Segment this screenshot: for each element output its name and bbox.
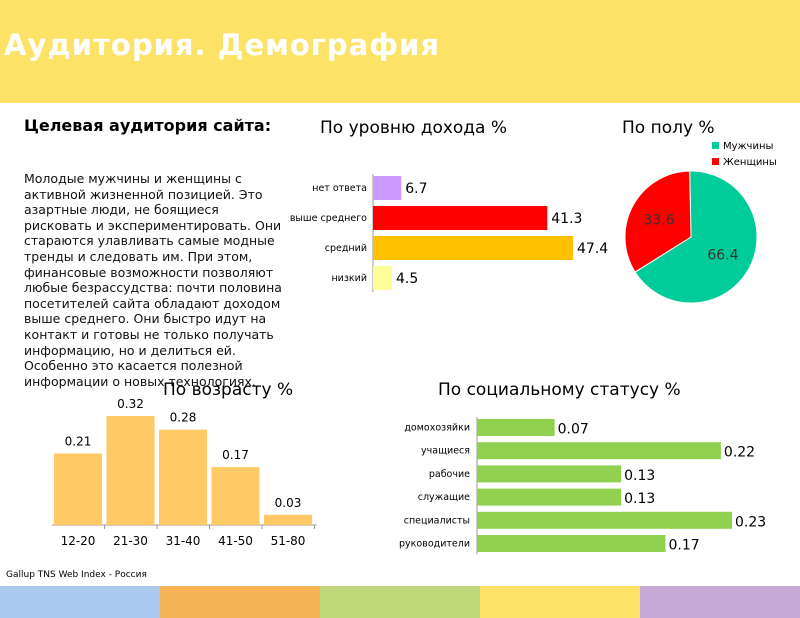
age-category-label: 12-20 [61,534,96,548]
age-data-label: 0.28 [170,411,197,425]
gender-slice [624,170,692,273]
status-category-label: учащиеся [421,446,470,457]
age-bar [211,467,260,525]
status-bar [477,465,622,483]
audience-description: Молодые мужчины и женщины с активной жиз… [24,171,282,389]
income-data-label: 6.7 [405,181,427,197]
age-data-label: 0.17 [222,448,249,462]
gender-chart-title: По полу % [622,118,715,138]
age-data-label: 0.32 [117,397,144,411]
income-bar [373,176,402,200]
header-band: Аудитория. Демография [0,0,800,103]
status-data-label: 0.13 [624,468,655,484]
income-chart-title: По уровню дохода % [320,118,508,138]
income-data-label: 4.5 [396,271,418,287]
gender-data-label: 66.4 [707,247,738,263]
income-category-label: выше среднего [290,213,367,224]
status-category-label: домохозяйки [404,423,470,434]
income-data-label: 47.4 [577,241,608,257]
status-category-label: служащие [418,492,470,503]
source-note: Gallup TNS Web Index - Россия [6,570,147,580]
gender-slice [634,170,758,304]
status-data-label: 0.22 [724,445,755,461]
income-bar [373,236,573,260]
income-category-label: средний [325,243,367,254]
age-category-label: 21-30 [113,534,148,548]
footer-segment [160,586,320,618]
age-data-label: 0.03 [275,496,302,510]
footer-color-band [0,586,800,618]
status-data-label: 0.13 [624,491,655,507]
income-category-label: нет ответа [312,183,367,194]
age-data-label: 0.21 [65,434,92,448]
income-bar [373,206,548,230]
status-category-label: рабочие [429,469,470,480]
status-chart-title: По социальному статусу % [438,380,681,400]
gender-legend-label: Женщины [723,157,777,168]
status-bar [477,442,721,460]
footer-segment [0,586,160,618]
age-bar [54,453,102,525]
status-data-label: 0.07 [558,422,589,438]
income-data-label: 41.3 [551,211,582,227]
gender-legend-swatch [712,142,719,149]
gender-legend-label: Мужчины [723,141,773,152]
age-bar [106,416,155,525]
age-category-label: 31-40 [166,534,201,548]
age-chart-title: По возрасту % [163,380,294,400]
status-category-label: руководители [399,539,470,550]
age-category-label: 51-80 [271,534,306,548]
income-category-label: низкий [331,273,367,284]
status-data-label: 0.17 [668,538,699,554]
status-bar [477,419,555,436]
status-category-label: специалисты [404,515,470,526]
income-bar [373,266,392,290]
status-bar [477,535,666,552]
age-bar [159,429,207,525]
status-bar [477,511,732,529]
age-category-label: 41-50 [218,534,253,548]
page-title: Аудитория. Демография [4,28,440,62]
status-data-label: 0.23 [735,514,766,530]
footer-segment [640,586,800,618]
status-bar [477,488,622,506]
age-bar [264,514,312,525]
footer-segment [320,586,480,618]
gender-data-label: 33.6 [643,213,674,229]
footer-segment [480,586,640,618]
gender-legend-swatch [712,158,719,165]
audience-heading: Целевая аудитория сайта: [24,116,272,135]
